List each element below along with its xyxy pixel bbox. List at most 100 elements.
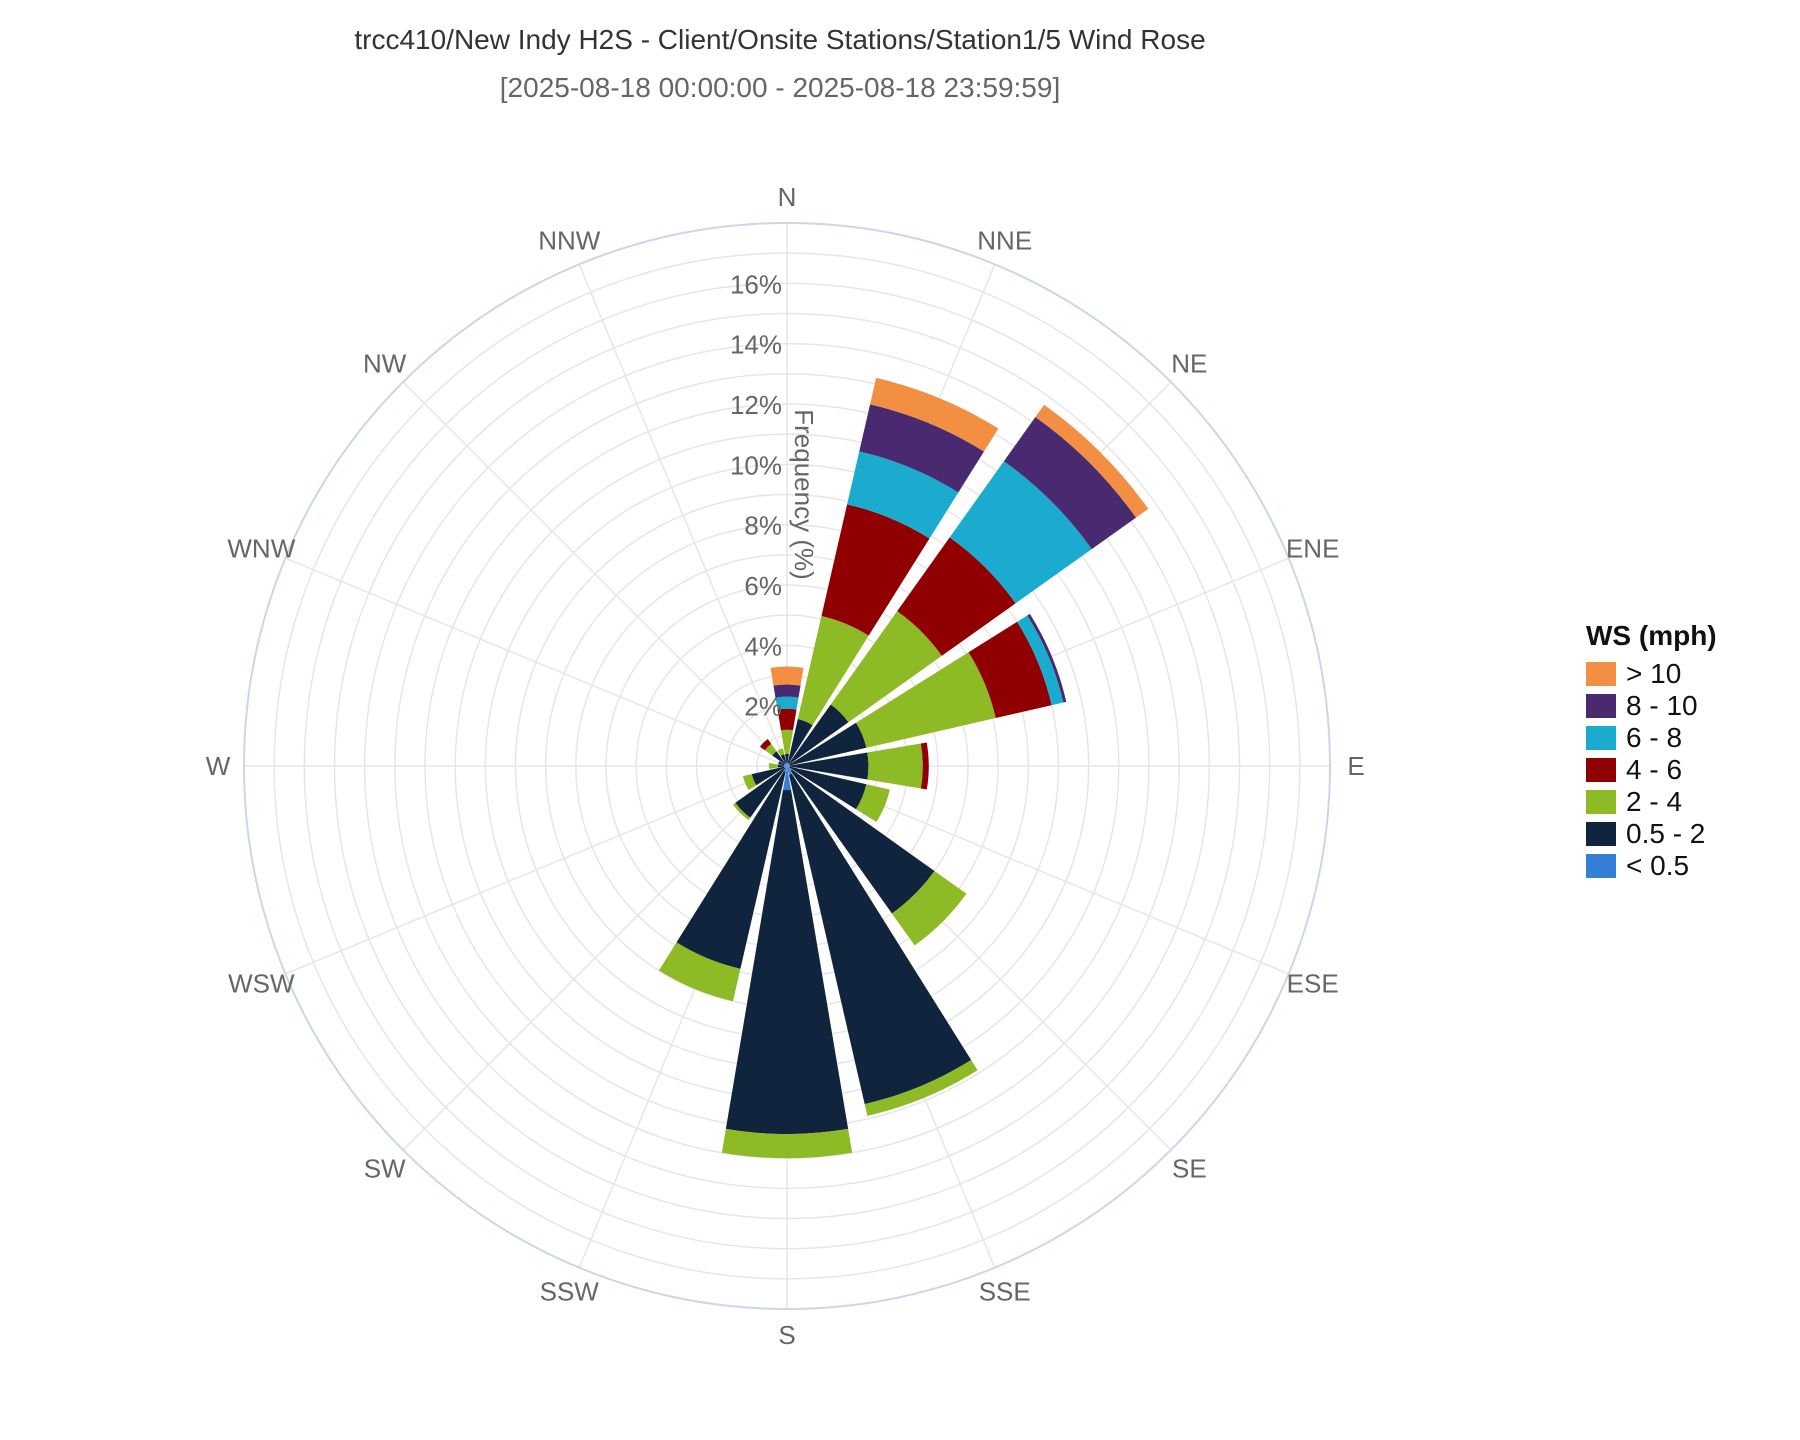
bar-segment-wnw: [784, 764, 787, 766]
bar-segment-nnw: [785, 763, 787, 766]
direction-label: NNW: [538, 225, 601, 255]
legend-item[interactable]: 6 - 8: [1586, 722, 1717, 754]
bar-segment-sw: [735, 767, 786, 818]
bar-segment-ssw: [783, 766, 787, 772]
direction-label: SSW: [540, 1277, 600, 1307]
radial-tick-label: 12%: [730, 390, 782, 420]
bar-segment-n: [770, 666, 804, 686]
bar-segment-wnw: [778, 761, 785, 766]
bar-segment-sw: [784, 766, 787, 769]
bar-segment-e: [920, 742, 929, 790]
bar-segment-n: [786, 762, 788, 766]
radial-tick-label: 10%: [730, 450, 782, 480]
bar-segment-n: [777, 708, 797, 731]
grid-spoke: [402, 381, 788, 767]
direction-label: NW: [363, 349, 407, 379]
grid-spoke: [285, 557, 788, 767]
bar-segment-se: [790, 769, 935, 914]
legend-label: > 10: [1626, 658, 1682, 689]
bar-segment-ne: [787, 763, 790, 766]
bar-segment-nw: [764, 743, 777, 756]
bar-segment-e: [787, 765, 791, 767]
bar-segment-nne: [870, 377, 999, 452]
bar-segment-nne: [859, 404, 984, 493]
bar-segment-nne: [847, 451, 959, 539]
direction-label: ESE: [1287, 969, 1339, 999]
bar-segment-e: [867, 743, 923, 789]
bar-segment-ene: [789, 722, 867, 766]
legend-item[interactable]: 0.5 - 2: [1586, 818, 1717, 850]
bar-segment-nne: [787, 718, 813, 764]
bar-segment-wsw: [784, 766, 787, 768]
bar-segment-sse: [787, 766, 792, 775]
bar-segment-ne: [949, 461, 1092, 604]
radial-tick-label: 6%: [744, 571, 782, 601]
radial-tick-label: 8%: [744, 511, 782, 541]
bar-segment-nw: [772, 751, 786, 765]
legend-swatch: [1586, 726, 1616, 750]
bar-segment-s: [725, 789, 849, 1135]
bar-segment-ne: [1035, 404, 1149, 518]
bar-segment-se: [787, 766, 792, 771]
legend-label: 6 - 8: [1626, 722, 1683, 753]
legend-swatch: [1586, 822, 1616, 846]
direction-label: E: [1347, 751, 1364, 781]
bar-segment-sw: [732, 802, 751, 821]
bar-segment-nne: [797, 616, 869, 726]
bar-segment-nw: [784, 763, 787, 766]
legend-label: 8 - 10: [1626, 690, 1698, 721]
radial-tick-label: 2%: [744, 692, 782, 722]
legend-swatch: [1586, 662, 1616, 686]
bar-segment-wsw: [742, 774, 757, 791]
legend-item[interactable]: 4 - 6: [1586, 754, 1717, 786]
bar-segment-s: [721, 1128, 853, 1159]
bar-segment-e: [789, 752, 869, 780]
chart-subtitle: [2025-08-18 00:00:00 - 2025-08-18 23:59:…: [499, 72, 1061, 103]
bar-segment-w: [783, 765, 787, 767]
bar-segment-ene: [968, 621, 1052, 719]
wind-rose-bars: [658, 377, 1149, 1159]
bar-segment-ne: [830, 611, 942, 723]
legend-item[interactable]: 8 - 10: [1586, 690, 1717, 722]
legend-label: 4 - 6: [1626, 754, 1683, 785]
bar-segment-ne: [1003, 416, 1137, 550]
direction-label: WNW: [227, 533, 295, 563]
legend-label: 0.5 - 2: [1626, 818, 1706, 849]
axis-labels: N NNE NE ENE E ESE SE SSE S SSW SW WSW W WNW NW NNW 2% 4%…: [206, 182, 1365, 1350]
radial-tick-label: 14%: [730, 330, 782, 360]
radial-tick-label: 4%: [744, 631, 782, 661]
outer-circle: [243, 222, 1331, 1310]
bar-segment-ene: [856, 652, 996, 748]
bar-segment-n: [775, 696, 799, 710]
bar-segment-nne: [821, 504, 930, 636]
bar-segment-se: [891, 870, 967, 946]
bar-segment-wsw: [751, 766, 785, 786]
bar-segment-ene: [1017, 615, 1064, 706]
bar-segment-n: [784, 753, 790, 764]
direction-label: ENE: [1286, 533, 1339, 563]
radial-tick-label: 16%: [730, 269, 782, 299]
direction-label: NE: [1171, 349, 1207, 379]
legend-item[interactable]: > 10: [1586, 658, 1717, 690]
bar-segment-ssw: [658, 942, 741, 1002]
bar-segment-ene: [787, 764, 790, 766]
bar-segment-ese: [789, 766, 867, 810]
legend-item[interactable]: 2 - 4: [1586, 786, 1717, 818]
bar-segment-w: [768, 762, 779, 770]
bar-segment-n: [780, 729, 794, 755]
bar-segment-ese: [856, 784, 890, 823]
legend-swatch: [1586, 790, 1616, 814]
grid-spoke: [578, 264, 788, 767]
bar-segment-sse: [789, 773, 972, 1105]
legend-label: 2 - 4: [1626, 786, 1683, 817]
bar-segment-ne: [788, 704, 849, 765]
direction-label: NNE: [977, 225, 1032, 255]
bar-segment-w: [777, 764, 785, 768]
direction-label: W: [206, 751, 231, 781]
legend-item[interactable]: < 0.5: [1586, 850, 1717, 882]
direction-label: SE: [1172, 1153, 1207, 1183]
bar-segment-nnw: [780, 754, 787, 764]
legend-swatch: [1586, 854, 1616, 878]
